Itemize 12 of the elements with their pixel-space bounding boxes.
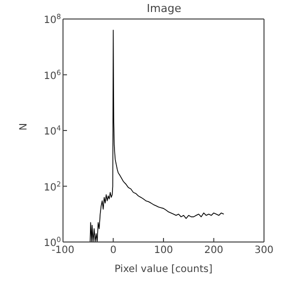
- chart-title: Image: [146, 2, 182, 15]
- y-tick-label: 10$^{2}$: [44, 180, 61, 194]
- x-axis-title: Pixel value [counts]: [114, 264, 213, 275]
- x-tick-label: 0: [110, 245, 116, 256]
- line-series: [90, 30, 224, 242]
- x-tick-label: 100: [154, 245, 174, 256]
- y-tick-label: 10$^{6}$: [44, 68, 62, 82]
- y-axis-title: N: [18, 123, 30, 130]
- x-tick-label: 200: [204, 245, 224, 256]
- y-tick-label: 10$^{8}$: [44, 13, 61, 26]
- y-tick-label: 10$^{4}$: [44, 124, 62, 138]
- x-tick-label: 300: [254, 245, 274, 256]
